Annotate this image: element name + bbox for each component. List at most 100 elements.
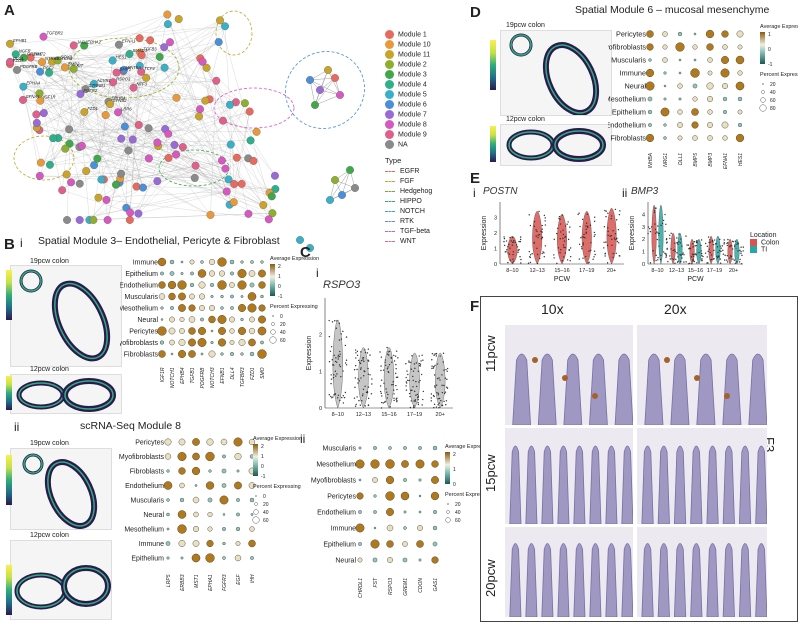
dotplot-dot [164,481,172,489]
violin-point [742,250,743,251]
network-node [203,64,211,72]
violin-point [582,236,583,237]
violin-point [393,398,394,399]
violin-point [692,253,693,254]
violin-point [388,351,389,352]
violin-point [665,224,666,225]
violin-point [720,247,721,248]
violin-point [585,256,586,257]
dotplot-dot [374,495,377,498]
violin-point [420,365,421,366]
dotplot-dot [241,261,244,264]
violin-point [563,244,564,245]
violin-point [503,236,504,237]
violin-point [434,404,435,405]
y-tick-label: 1 [642,250,645,256]
type-dash [385,211,395,212]
violin-point [362,359,363,360]
violin-point [677,256,678,257]
violin-point [535,229,536,230]
dotplot-dot [222,527,225,530]
violin-point [355,352,356,353]
violin-point [332,364,333,365]
gene-label: LRP6 [121,106,132,111]
dotplot-dot [431,476,438,483]
violin-point [445,369,446,370]
dotplot-col-label: FGFR3 [222,574,228,591]
violin-point [692,259,693,260]
violin-point [431,397,432,398]
violin-point [657,239,658,240]
violin-point [336,361,337,362]
violin-point [393,390,394,391]
dotplot-dot [167,499,170,502]
gene-label: IGF1R [43,95,55,100]
dotplot-dot [165,454,171,460]
violin-shape [557,214,567,264]
violin-point [717,252,718,253]
dotplot-row-label: Pericytes [616,30,646,39]
violin-point [537,263,538,264]
violin-point [617,241,618,242]
dotplot-dot [356,524,364,532]
violin-point [356,404,357,405]
network-node [331,176,339,184]
violin-point [579,226,580,227]
dotplot-dot [178,510,186,518]
dotplot-dot [691,108,698,115]
violin-point [587,214,588,215]
violin-point [329,394,330,395]
dotplot-dot [230,272,233,275]
network-node [216,17,224,25]
violin-point [330,374,331,375]
violin-point [706,262,707,263]
dotplot-dot [201,353,203,355]
dotplot-col-label: PDGFRB [200,367,206,389]
dotplot-dot [388,446,391,449]
network-node [63,216,71,224]
dotplot-col-label: GREM1 [403,578,409,596]
violin-point [512,262,513,263]
dotplot-dot [239,339,245,345]
violin-point [367,352,368,353]
dotplot-col-label: NOTCH3 [210,367,216,388]
dotplot-dot [357,493,364,500]
violin-point [434,385,435,386]
violin-point [556,263,557,264]
x-tick-label: 17–19 [579,268,594,274]
network-node [164,130,172,138]
violin-point [594,234,595,235]
violin-point [674,249,675,250]
violin-point [666,241,667,242]
dotplot-dot [403,558,407,562]
violin-point [510,240,511,241]
gene-label: HES1 [116,55,127,60]
violin-point [334,355,335,356]
violin-point [707,246,708,247]
legend-item-module: NA [385,140,408,149]
dotplot-dot [238,327,246,335]
violin-point [340,376,341,377]
violin-point [565,252,566,253]
network-node [166,38,174,46]
violin-point [666,248,667,249]
violin-point [412,386,413,387]
dotplot-row-label: Immune [139,541,164,548]
dotplot-dot [249,317,254,322]
violin-point [380,370,381,371]
dotplot-dot [180,498,184,502]
legend-title-avg: Average Expression [445,444,480,450]
violin-point [397,357,398,358]
violin-point [619,210,620,211]
violin-point [585,225,586,226]
violin-point [381,393,382,394]
violin-point [503,241,504,242]
violin-point [356,396,357,397]
violin-point [614,239,615,240]
dotplot-col-label: DLL1 [678,153,684,165]
dotplot-dot [178,281,187,290]
violin-point [339,354,340,355]
avg-tick: -1 [261,474,266,480]
dotplot-dot [230,260,234,264]
violin-point [662,223,663,224]
